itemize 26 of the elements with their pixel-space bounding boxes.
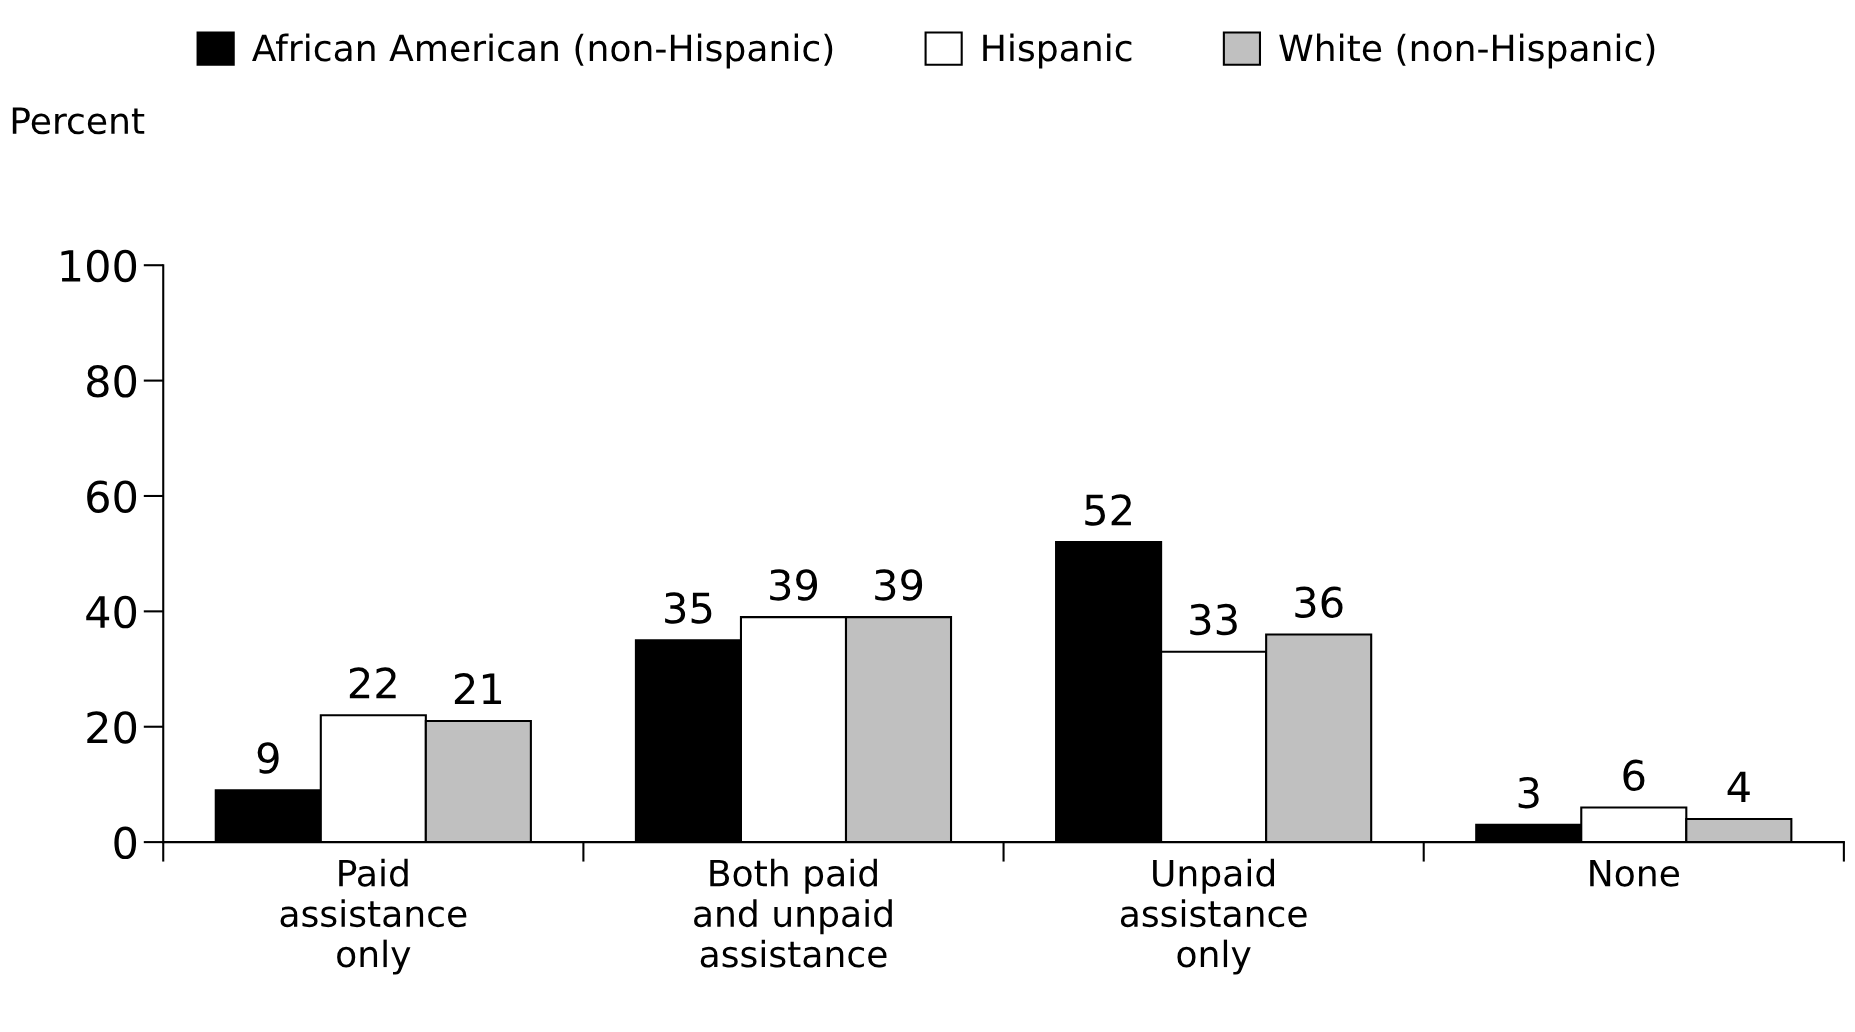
y-axis-title: Percent (12, 107, 145, 135)
data-label: 36 (1295, 586, 1343, 619)
data-label: 9 (257, 742, 279, 774)
data-label: 39 (875, 569, 923, 601)
y-tick-label: 100 (61, 249, 137, 283)
data-label: 35 (665, 592, 712, 624)
data-label: 39 (770, 569, 818, 601)
data-label: 6 (1623, 759, 1645, 792)
data-label: 52 (1085, 494, 1131, 526)
x-tick-label: Paid assistance only (280, 858, 467, 975)
legend-label: African American (non-Hispanic) (252, 33, 833, 69)
legend-label: White (non-Hispanic) (1279, 33, 1655, 69)
y-tick-label: 60 (87, 480, 137, 513)
data-label: 21 (454, 673, 502, 704)
x-tick-label: Unpaid assistance only (1120, 858, 1307, 975)
x-tick-label: Both paid and unpaid assistance (694, 858, 892, 968)
y-tick-label: 40 (86, 595, 137, 629)
data-label: 4 (1727, 771, 1750, 803)
data-label: 33 (1190, 603, 1237, 636)
data-label: 22 (349, 667, 396, 699)
x-tick-label: None (1590, 859, 1679, 887)
y-tick-label: 80 (87, 365, 137, 398)
data-label: 3 (1518, 776, 1539, 809)
legend-label: Hispanic (983, 33, 1132, 69)
y-tick-label: 20 (87, 711, 137, 744)
y-tick-label: 0 (114, 826, 137, 860)
